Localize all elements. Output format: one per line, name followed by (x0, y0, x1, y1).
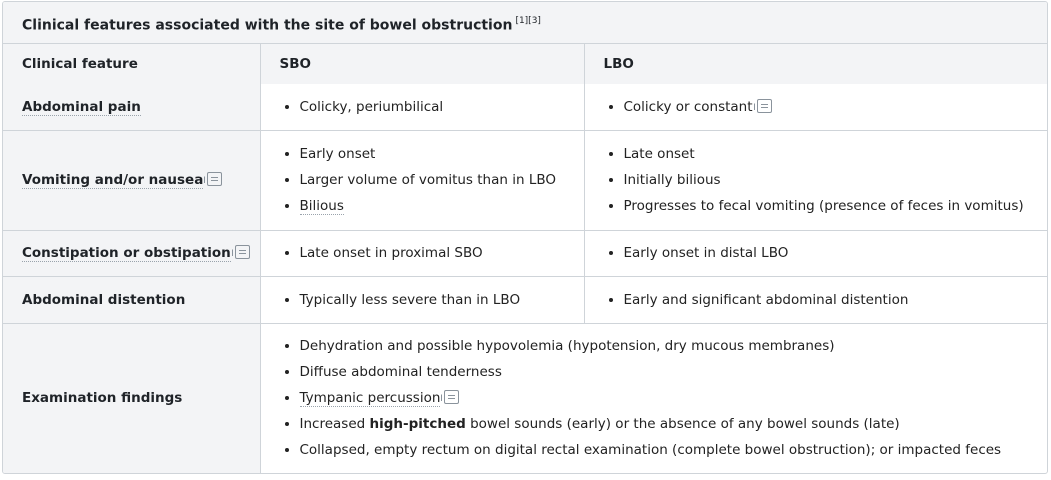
row-label-abdominal-pain: Abdominal pain (3, 84, 261, 131)
list-item: Colicky, periumbilical (280, 94, 584, 120)
note-icon[interactable] (231, 245, 250, 259)
list-item: Tympanic percussion (280, 385, 1048, 411)
bilious-term[interactable]: Bilious (299, 198, 344, 215)
list-item: Increased high-pitched bowel sounds (ear… (280, 411, 1048, 437)
table-row: Constipation or obstipation Late onset i… (3, 229, 1048, 277)
row-label-vomiting: Vomiting and/or nausea (3, 129, 261, 231)
list-item: Bilious (280, 193, 584, 219)
cell-lbo: Colicky or constant (583, 84, 1048, 131)
list-item: Diffuse abdominal tenderness (280, 359, 1048, 385)
header-lbo: LBO (583, 44, 1047, 84)
cell-sbo: Late onset in proximal SBO (259, 229, 585, 277)
caption-title: Clinical features associated with the si… (22, 17, 513, 34)
row-label-constipation: Constipation or obstipation (3, 229, 261, 277)
vomiting-term[interactable]: Vomiting and/or nausea (22, 172, 204, 189)
caption-references[interactable]: [1][3] (515, 16, 541, 26)
cell-examination-findings: Dehydration and possible hypovolemia (hy… (259, 322, 1048, 473)
note-icon[interactable] (753, 98, 772, 113)
row-label-distention: Abdominal distention (3, 275, 261, 324)
list-item: Progresses to fecal vomiting (presence o… (604, 193, 1048, 219)
bold-term: high-pitched (369, 416, 466, 433)
list-item: Colicky or constant (604, 94, 1048, 120)
list-item: Dehydration and possible hypovolemia (hy… (280, 333, 1048, 359)
note-icon[interactable] (441, 390, 460, 405)
list-item: Typically less severe than in LBO (280, 287, 584, 313)
list-item-text: Colicky or constant (623, 98, 753, 115)
text-segment: Increased (299, 416, 366, 433)
abdominal-pain-term[interactable]: Abdominal pain (22, 98, 141, 116)
cell-lbo: Late onset Initially bilious Progresses … (583, 129, 1048, 231)
list-item: Early onset in distal LBO (604, 240, 1048, 266)
features-table: Clinical feature SBO LBO Abdominal pain … (3, 44, 1047, 473)
cell-sbo: Early onset Larger volume of vomitus tha… (259, 129, 585, 231)
cell-sbo: Typically less severe than in LBO (259, 275, 585, 324)
distention-term: Abdominal distention (22, 291, 186, 308)
cell-lbo: Early onset in distal LBO (583, 229, 1048, 277)
table-row: Abdominal distention Typically less seve… (3, 275, 1048, 324)
table-row: Vomiting and/or nausea Early onset Large… (3, 129, 1048, 231)
list-item: Late onset in proximal SBO (280, 240, 584, 266)
list-item: Early and significant abdominal distenti… (604, 287, 1048, 313)
table-caption: Clinical features associated with the si… (3, 2, 1047, 44)
text-segment: bowel sounds (early) or the absence of a… (470, 416, 900, 433)
table-row: Abdominal pain Colicky, periumbilical Co… (3, 84, 1048, 131)
list-item: Late onset (604, 141, 1048, 167)
list-item: Larger volume of vomitus than in LBO (280, 167, 584, 193)
header-row: Clinical feature SBO LBO (3, 44, 1047, 84)
table-row: Examination findings Dehydration and pos… (3, 322, 1048, 473)
cell-sbo: Colicky, periumbilical (259, 84, 585, 131)
note-icon[interactable] (204, 172, 223, 186)
row-label-examination: Examination findings (3, 322, 261, 473)
tympanic-percussion-term[interactable]: Tympanic percussion (299, 390, 441, 408)
header-clinical-feature: Clinical feature (3, 44, 261, 84)
header-sbo: SBO (259, 44, 585, 84)
cell-lbo: Early and significant abdominal distenti… (583, 275, 1048, 324)
list-item: Initially bilious (604, 167, 1048, 193)
constipation-term[interactable]: Constipation or obstipation (22, 245, 231, 262)
list-item: Collapsed, empty rectum on digital recta… (280, 437, 1048, 463)
list-item: Early onset (280, 141, 584, 167)
